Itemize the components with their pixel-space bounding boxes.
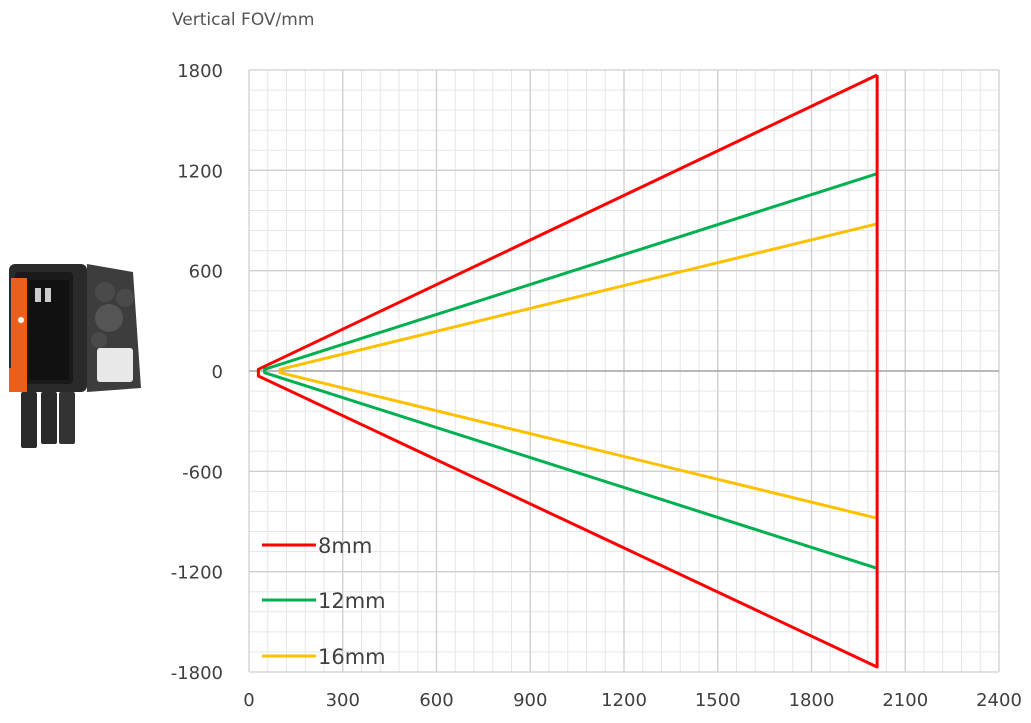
x-tick-label: 1200 (601, 690, 647, 711)
x-tick-label: 0 (243, 690, 254, 711)
x-tick-label: 900 (513, 690, 547, 711)
x-tick-label: 600 (419, 690, 453, 711)
y-tick-label: 1800 (177, 61, 223, 82)
y-tick-label: -1800 (171, 663, 223, 684)
y-tick-label: -1200 (171, 563, 223, 584)
camera-product-image (9, 264, 141, 448)
legend-label-12mm: 12mm (318, 589, 386, 613)
legend-label-8mm: 8mm (318, 534, 372, 558)
x-tick-label: 300 (326, 690, 360, 711)
series-line-12mm (263, 172, 878, 570)
x-tick-label: 1800 (789, 690, 835, 711)
y-tick-label: 600 (189, 262, 223, 283)
series-line-16mm (278, 222, 878, 520)
x-tick-label: 2400 (976, 690, 1022, 711)
y-axis-title: Vertical FOV/mm (172, 10, 315, 30)
y-tick-label: 0 (212, 362, 223, 383)
x-tick-label: 1500 (695, 690, 741, 711)
y-tick-label: 1200 (177, 161, 223, 182)
legend-label-16mm: 16mm (318, 645, 386, 669)
series-line-8mm (256, 73, 879, 669)
x-tick-label: 2100 (882, 690, 928, 711)
y-tick-label: -600 (182, 462, 223, 483)
